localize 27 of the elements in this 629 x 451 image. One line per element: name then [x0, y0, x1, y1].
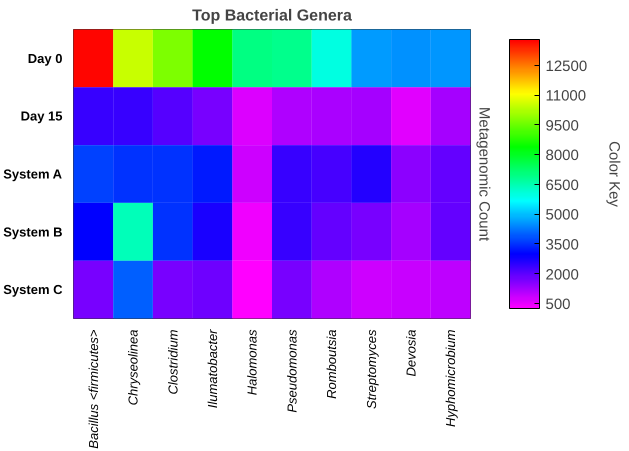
x-tick-label: Devosia [403, 330, 418, 376]
x-tick-label: Clostridium [165, 329, 180, 395]
color-bar-title: Color Key [606, 141, 622, 208]
color-bar-label: 6500 [546, 176, 579, 194]
color-bar-label: 12500 [546, 58, 588, 75]
color-bar-label: 8000 [546, 147, 579, 164]
x-tick-label: Ilumatobacter [204, 328, 220, 408]
x-tick-label: Halomonas [244, 329, 260, 396]
y-tick-label: System A [3, 166, 63, 182]
y-tick-label: Day 15 [20, 108, 62, 124]
x-tick-label: Pseudomonas [284, 329, 300, 413]
color-bar-label: 5000 [546, 206, 579, 224]
y-tick-label: System C [3, 282, 64, 298]
y-tick-label: System B [3, 224, 62, 240]
color-bar-label: 500 [546, 296, 571, 314]
y-axis-title: Metagenomic Count [476, 106, 492, 242]
color-bar-label: 11000 [546, 88, 586, 105]
x-tick-label: Bacillus <firmicutes> [86, 329, 101, 449]
x-tick-label: Romboutsia [324, 329, 340, 399]
x-tick-label: Hyphomicrobium [443, 329, 458, 428]
color-bar-label: 9500 [546, 117, 579, 134]
color-bar-label: 2000 [546, 266, 579, 284]
chart-title: Top Bacterial Genera [192, 8, 352, 24]
y-tick-label: Day 0 [28, 50, 63, 66]
color-bar-label: 3500 [546, 236, 579, 254]
x-tick-label: Streptomyces [364, 329, 379, 409]
x-tick-label: Chryseolinea [126, 330, 141, 406]
